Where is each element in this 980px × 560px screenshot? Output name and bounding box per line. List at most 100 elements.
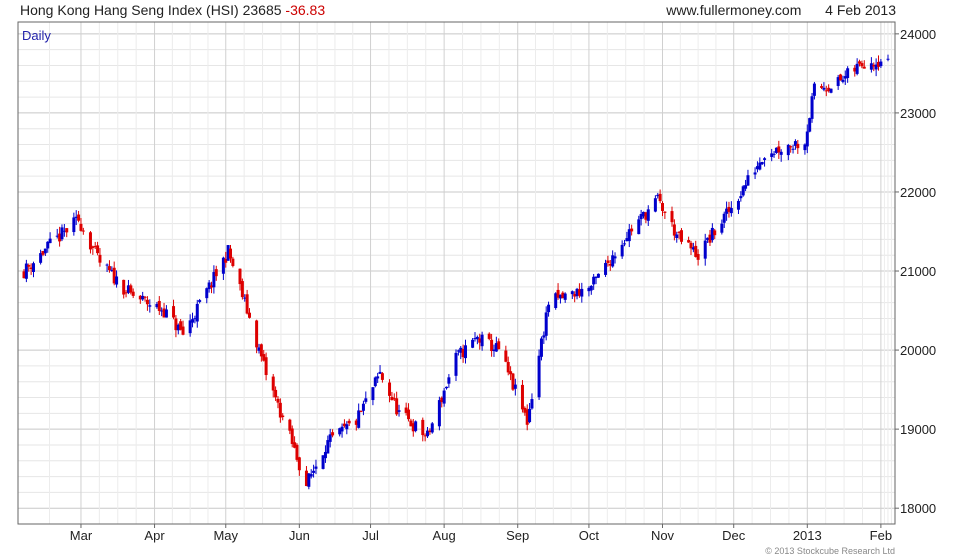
candle-body bbox=[359, 411, 363, 413]
candle-body bbox=[195, 303, 199, 322]
candle-body bbox=[542, 335, 546, 338]
candle-body bbox=[777, 146, 781, 153]
candle-body bbox=[191, 319, 195, 323]
candle-body bbox=[504, 350, 508, 362]
candle-body bbox=[65, 228, 69, 233]
candle-body bbox=[487, 333, 491, 339]
x-tick-label: 2013 bbox=[793, 528, 822, 543]
y-tick-label: 19000 bbox=[900, 422, 936, 437]
candle-body bbox=[231, 258, 235, 266]
candle-body bbox=[371, 387, 375, 401]
candle-body bbox=[774, 147, 778, 153]
candle-body bbox=[58, 233, 62, 242]
candle-body bbox=[321, 455, 325, 469]
candle-body bbox=[243, 297, 247, 299]
candle-body bbox=[124, 292, 128, 294]
chart-date: 4 Feb 2013 bbox=[825, 2, 896, 18]
candle-body bbox=[46, 241, 50, 249]
candle-body bbox=[88, 232, 92, 250]
site-link[interactable]: www.fullermoney.com bbox=[666, 2, 802, 18]
candle-body bbox=[729, 207, 733, 214]
candle-body bbox=[176, 324, 180, 331]
candle-body bbox=[105, 264, 109, 266]
candle-body bbox=[72, 217, 76, 233]
candle-body bbox=[613, 256, 617, 259]
x-tick-label: Jul bbox=[362, 528, 379, 543]
candle-body bbox=[710, 227, 714, 241]
candle-body bbox=[39, 253, 43, 263]
candle-body bbox=[456, 350, 460, 352]
candle-body bbox=[523, 407, 527, 413]
candle-body bbox=[131, 291, 135, 296]
period-label: Daily bbox=[22, 28, 51, 43]
candle-body bbox=[255, 320, 259, 348]
candle-body bbox=[164, 309, 168, 318]
candle-body bbox=[240, 281, 244, 298]
candle-body bbox=[544, 312, 548, 336]
candle-body bbox=[107, 266, 111, 271]
copyright-note: © 2013 Stockcube Research Ltd bbox=[765, 546, 895, 556]
candle-body bbox=[770, 153, 774, 157]
candle-body bbox=[181, 326, 185, 335]
candle-body bbox=[347, 420, 351, 424]
candle-body bbox=[530, 399, 534, 409]
candle-body bbox=[497, 341, 501, 350]
candle-body bbox=[722, 213, 726, 223]
candle-body bbox=[575, 288, 579, 297]
candle-body bbox=[570, 291, 574, 295]
candle-body bbox=[596, 273, 600, 278]
candle-body bbox=[245, 294, 249, 314]
candle-body bbox=[463, 345, 467, 359]
candle-body bbox=[271, 376, 275, 391]
candle-body bbox=[836, 77, 840, 86]
candle-body bbox=[874, 64, 878, 70]
candle-body bbox=[639, 214, 643, 220]
candle-body bbox=[824, 90, 828, 92]
candle-body bbox=[338, 428, 342, 435]
candle-body bbox=[672, 224, 676, 236]
candle-body bbox=[423, 435, 427, 437]
candle-body bbox=[539, 338, 543, 357]
candle-body bbox=[407, 409, 411, 420]
candle-body bbox=[661, 203, 665, 211]
candle-body bbox=[739, 196, 743, 199]
candle-body bbox=[288, 419, 292, 431]
x-axis: Mar Apr May Jun Jul Aug Sep Oct Nov Dec 2013 Feb bbox=[70, 524, 892, 543]
candle-body bbox=[763, 158, 767, 160]
candle-body bbox=[741, 186, 745, 196]
candle-body bbox=[623, 243, 627, 245]
candle-body bbox=[79, 223, 83, 231]
candle-body bbox=[238, 268, 242, 285]
candle-body bbox=[677, 231, 681, 233]
candle-body bbox=[122, 279, 126, 295]
candle-body bbox=[478, 338, 482, 343]
candle-body bbox=[853, 67, 857, 72]
candle-body bbox=[426, 430, 430, 437]
candle-body bbox=[563, 293, 567, 300]
candle-body bbox=[511, 373, 515, 390]
candle-body bbox=[138, 295, 142, 300]
candle-body bbox=[22, 271, 26, 279]
candle-body bbox=[193, 318, 197, 320]
candle-body bbox=[480, 334, 484, 347]
candle-body bbox=[212, 272, 216, 288]
y-axis: 18000 19000 20000 21000 22000 23000 24000 bbox=[895, 27, 936, 516]
candle-body bbox=[827, 87, 831, 92]
x-tick-label: Oct bbox=[579, 528, 600, 543]
candle-body bbox=[789, 146, 793, 148]
candle-body bbox=[803, 144, 807, 151]
candle-body bbox=[829, 88, 833, 93]
candle-body bbox=[720, 223, 724, 233]
candle-body bbox=[708, 234, 712, 243]
candle-body bbox=[513, 384, 517, 389]
candle-body bbox=[41, 251, 45, 255]
candle-body bbox=[205, 288, 209, 299]
candle-body bbox=[679, 230, 683, 242]
candle-body bbox=[706, 237, 710, 241]
x-tick-label: Sep bbox=[506, 528, 529, 543]
candle-body bbox=[860, 63, 864, 67]
candle-body bbox=[141, 295, 145, 300]
candle-body bbox=[29, 267, 33, 270]
candle-body bbox=[656, 194, 660, 197]
candle-body bbox=[620, 244, 624, 257]
